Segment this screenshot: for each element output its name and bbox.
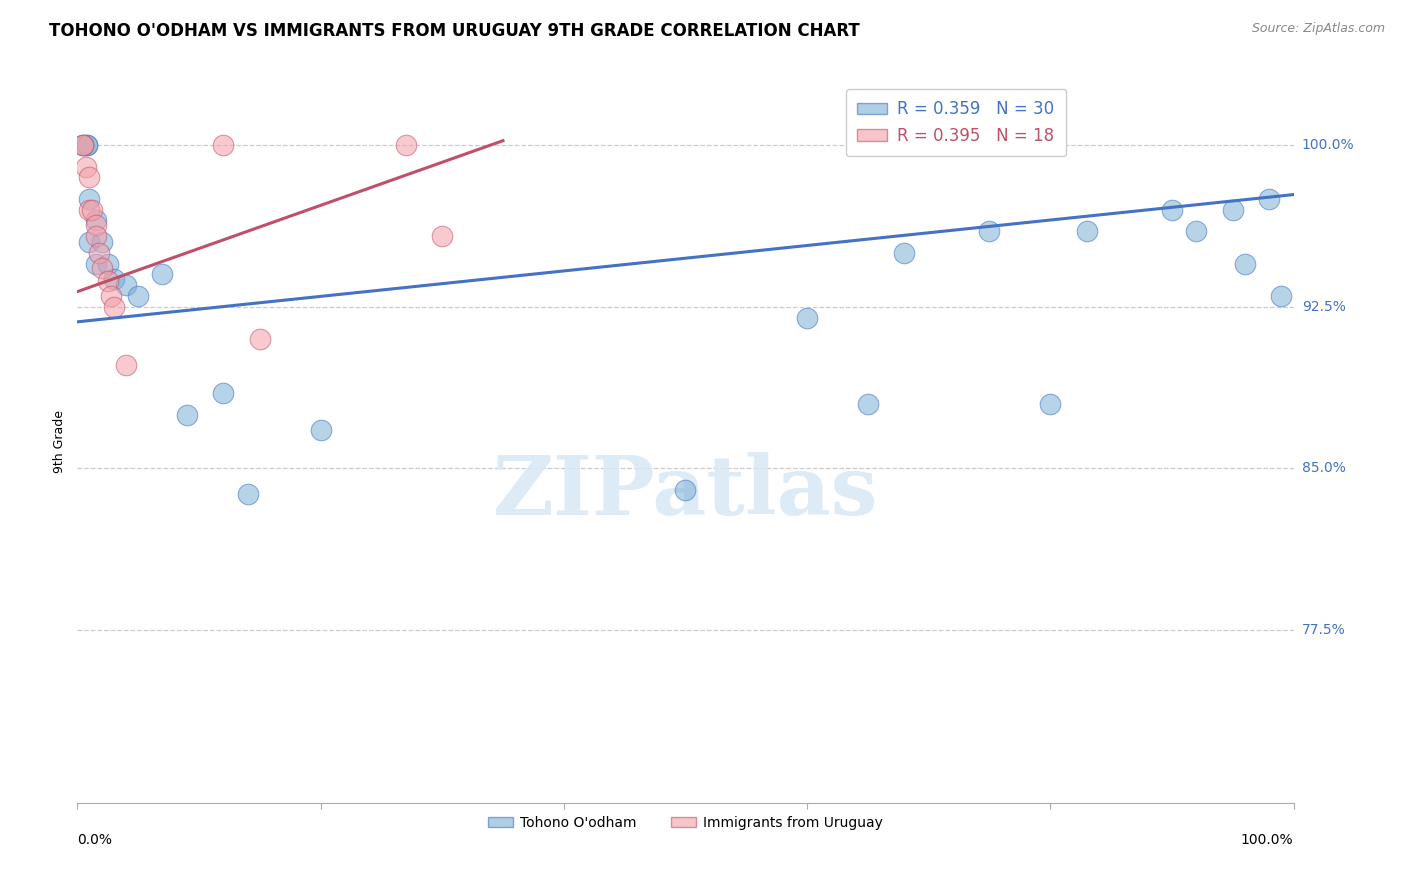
Point <box>1222 202 1244 217</box>
Text: 100.0%: 100.0% <box>1241 833 1294 847</box>
Point <box>430 228 453 243</box>
Legend: Tohono O'odham, Immigrants from Uruguay: Tohono O'odham, Immigrants from Uruguay <box>482 811 889 836</box>
Point <box>89 245 111 260</box>
Point <box>236 487 259 501</box>
Text: 92.5%: 92.5% <box>1302 300 1346 314</box>
Point <box>796 310 818 325</box>
Point <box>675 483 697 497</box>
Text: 100.0%: 100.0% <box>1302 138 1354 152</box>
Y-axis label: 9th Grade: 9th Grade <box>52 410 66 473</box>
Point <box>76 138 98 153</box>
Point <box>1233 257 1256 271</box>
Point <box>1039 397 1062 411</box>
Point <box>152 268 174 282</box>
Point <box>76 138 98 153</box>
Point <box>115 278 138 293</box>
Point <box>97 257 120 271</box>
Point <box>72 138 94 153</box>
Point <box>212 138 235 153</box>
Text: ZIPatlas: ZIPatlas <box>492 452 879 533</box>
Point <box>72 138 94 153</box>
Point <box>309 423 332 437</box>
Point <box>1076 224 1098 238</box>
Point <box>72 138 94 153</box>
Point <box>84 257 107 271</box>
Text: TOHONO O'ODHAM VS IMMIGRANTS FROM URUGUAY 9TH GRADE CORRELATION CHART: TOHONO O'ODHAM VS IMMIGRANTS FROM URUGUA… <box>49 22 860 40</box>
Text: 85.0%: 85.0% <box>1302 461 1346 475</box>
Point <box>79 202 101 217</box>
Point <box>84 213 107 227</box>
Point <box>1185 224 1208 238</box>
Text: Source: ZipAtlas.com: Source: ZipAtlas.com <box>1251 22 1385 36</box>
Point <box>79 235 101 249</box>
Point <box>103 271 125 285</box>
Point <box>856 397 879 411</box>
Point <box>90 260 112 275</box>
Point <box>103 300 125 314</box>
Point <box>79 170 101 185</box>
Point <box>79 192 101 206</box>
Point <box>1258 192 1281 206</box>
Text: 0.0%: 0.0% <box>77 833 112 847</box>
Point <box>395 138 418 153</box>
Point <box>100 289 122 303</box>
Point <box>75 160 97 174</box>
Point <box>1161 202 1184 217</box>
Point <box>176 408 198 422</box>
Point <box>97 274 120 288</box>
Point <box>90 235 112 249</box>
Point <box>1270 289 1292 303</box>
Point <box>80 202 103 217</box>
Point <box>212 386 235 401</box>
Text: 77.5%: 77.5% <box>1302 624 1346 637</box>
Point <box>84 218 107 232</box>
Point <box>127 289 149 303</box>
Point <box>84 228 107 243</box>
Point <box>979 224 1001 238</box>
Point <box>115 358 138 372</box>
Point <box>249 332 271 346</box>
Point <box>893 245 915 260</box>
